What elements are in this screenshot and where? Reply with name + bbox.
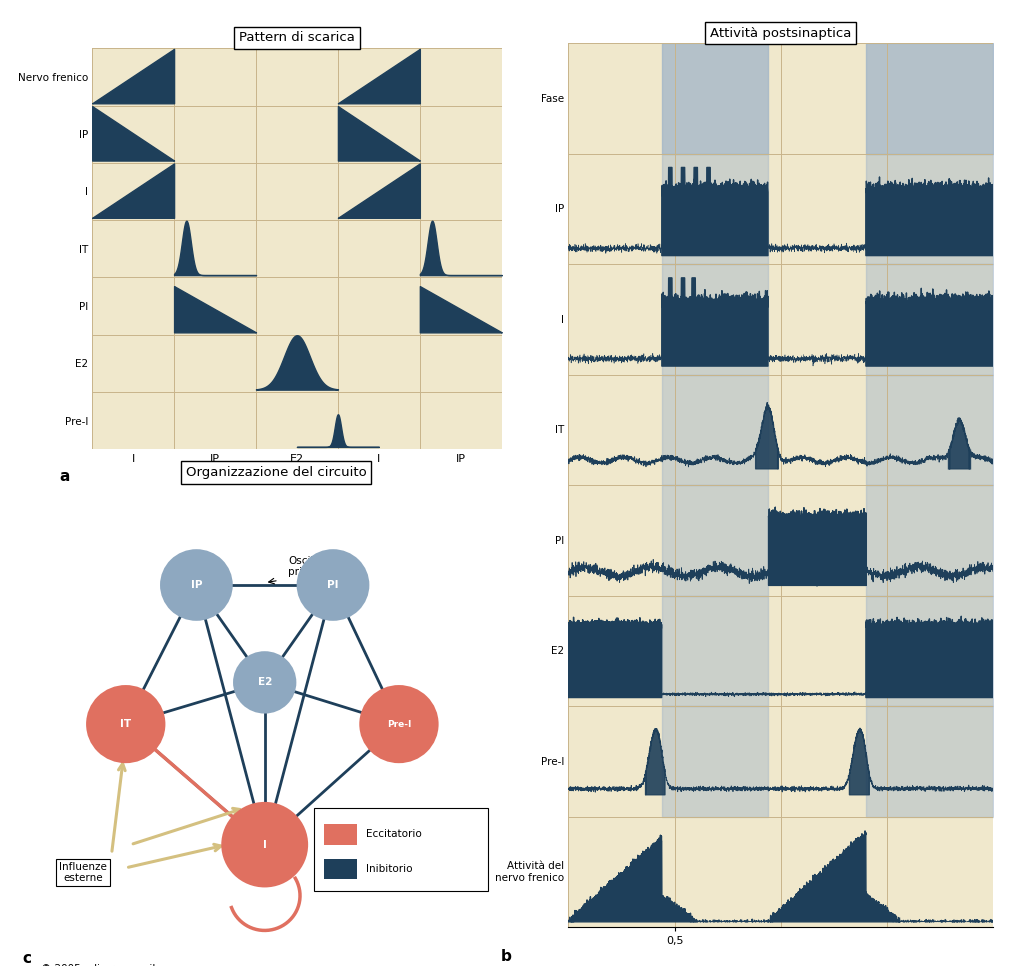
Bar [324,824,356,844]
Text: Eccitatorio: Eccitatorio [366,830,422,839]
Title: Attività postsinaptica: Attività postsinaptica [710,26,852,40]
Text: c: c [23,952,31,966]
Title: Organizzazione del circuito: Organizzazione del circuito [186,466,367,479]
Circle shape [360,686,437,762]
Bar [314,808,488,891]
Bar [324,859,356,879]
Text: Oscillatore
primario: Oscillatore primario [289,555,344,578]
Circle shape [234,652,295,713]
Text: IP: IP [190,580,202,590]
Text: b: b [501,950,511,964]
Text: PI: PI [328,580,339,590]
Text: Inibitorio: Inibitorio [366,865,413,874]
Text: a: a [59,469,70,484]
Text: E2: E2 [257,677,272,688]
Text: Influenze
esterne: Influenze esterne [59,862,108,883]
Text: IT: IT [120,719,131,729]
Text: © 2005 edi.ermes milano: © 2005 edi.ermes milano [41,964,175,966]
Text: I: I [263,839,266,850]
Circle shape [87,686,165,762]
Title: Pattern di scarica: Pattern di scarica [239,31,355,44]
Circle shape [161,551,231,620]
Circle shape [298,551,369,620]
Text: Pre-I: Pre-I [387,720,412,728]
Circle shape [222,803,307,887]
